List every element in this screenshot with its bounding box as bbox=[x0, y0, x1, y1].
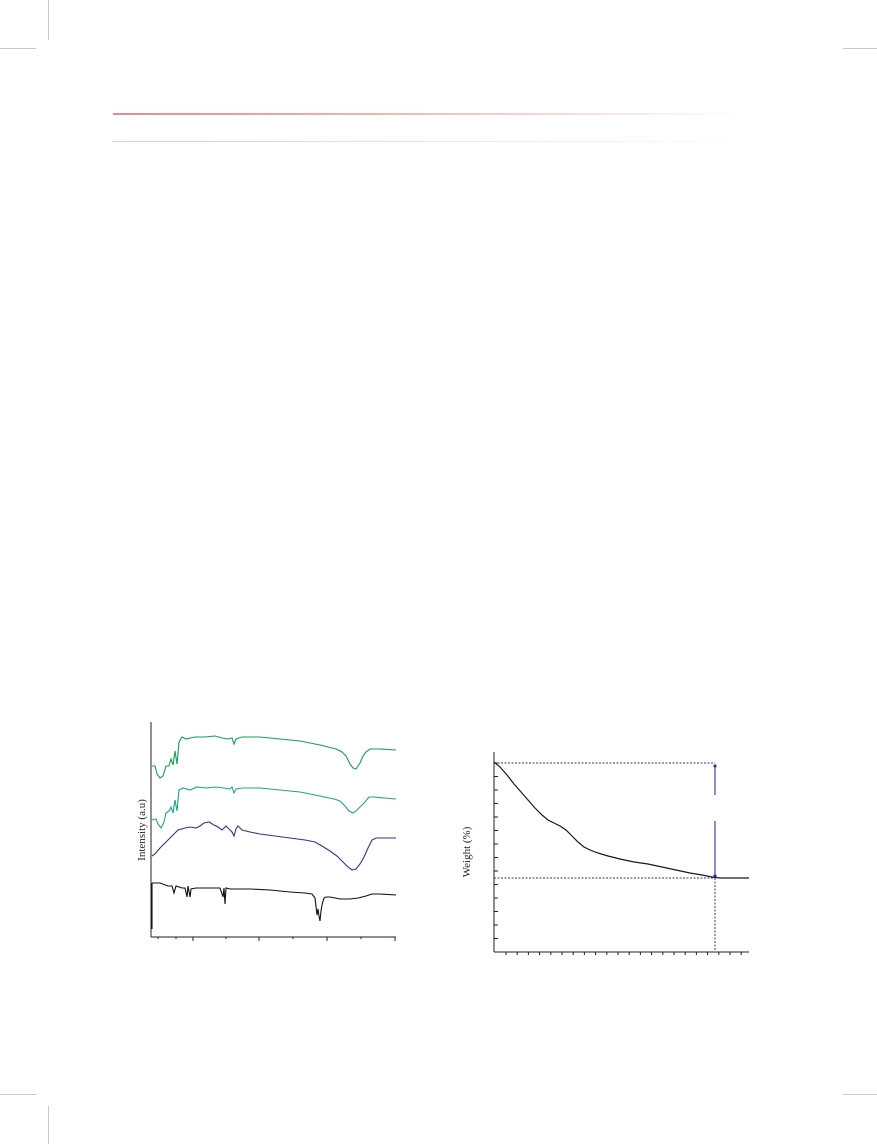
spectrum-4-line bbox=[151, 882, 397, 929]
crop-mark-top-right-h bbox=[843, 48, 877, 49]
spectra-x-ticks bbox=[157, 937, 396, 941]
crop-mark-bottom-left-v bbox=[48, 1106, 49, 1144]
spectrum-1-line bbox=[152, 735, 397, 779]
crop-mark-bottom-left-h bbox=[0, 1094, 36, 1095]
crop-mark-top-left-h bbox=[0, 48, 36, 49]
spectra-axes bbox=[150, 722, 396, 941]
header-rule bbox=[113, 113, 745, 115]
spectra-y-label: Intensity (a.u) bbox=[136, 799, 148, 861]
crop-mark-bottom-right-h bbox=[843, 1094, 877, 1095]
spectrum-2-line bbox=[151, 785, 397, 830]
header-subrule bbox=[113, 141, 745, 142]
spectrum-3-line bbox=[151, 821, 396, 871]
crop-mark-top-left-v bbox=[48, 0, 49, 40]
